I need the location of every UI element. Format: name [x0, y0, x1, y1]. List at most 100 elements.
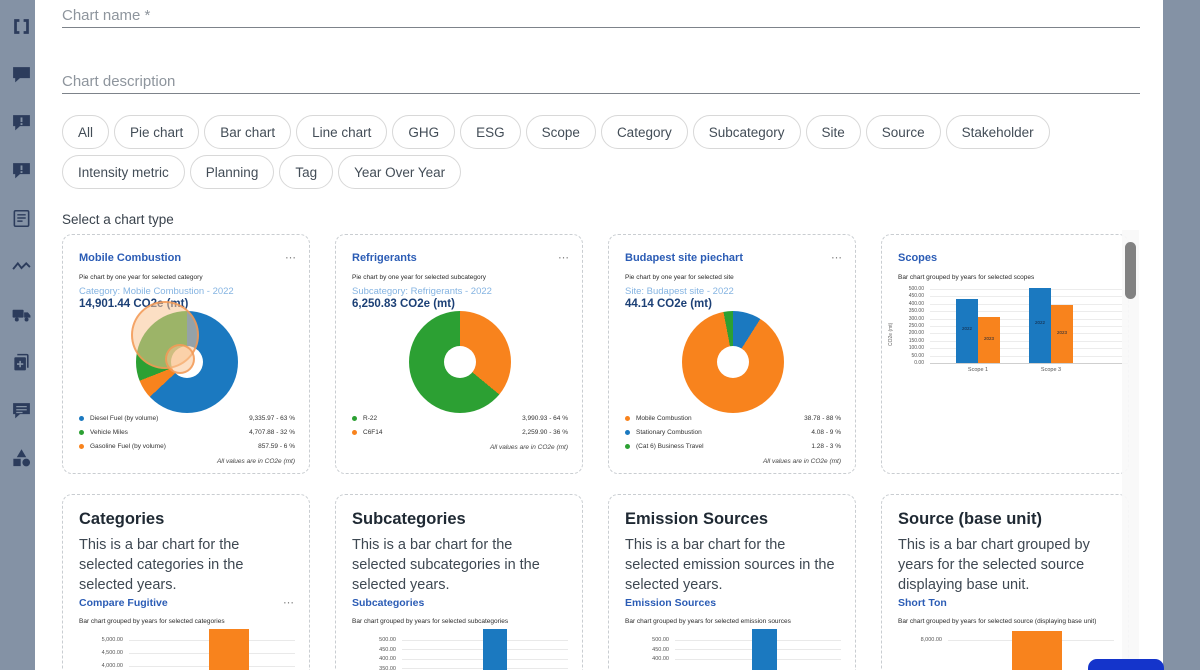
document-icon[interactable]: [11, 208, 32, 229]
filter-chip-esg[interactable]: ESG: [460, 115, 521, 149]
chat-lines-icon[interactable]: [11, 400, 32, 421]
preview-card-header: Scopes: [898, 252, 1116, 264]
bar-2022: 2022: [1029, 288, 1051, 363]
legend-label: Gasoline Fuel (by volume): [90, 442, 166, 450]
filter-chip-bar-chart[interactable]: Bar chart: [204, 115, 292, 149]
filter-chip-stakeholder[interactable]: Stakeholder: [945, 115, 1050, 149]
legend-dot: [79, 429, 84, 435]
more-options-icon[interactable]: ⋯: [558, 252, 570, 264]
chat-alert-icon[interactable]: [11, 112, 32, 133]
preview-chart-subtitle: Bar chart grouped by years for selected …: [898, 274, 1035, 281]
filter-chip-planning[interactable]: Planning: [189, 155, 275, 189]
chat-icon[interactable]: [11, 64, 32, 85]
grouped-bar-chart: CO2e (mt) 500.00 450.00 400.00 350.00 300.00 2…: [882, 286, 1128, 407]
chart-type-card[interactable]: Emission Sources This is a bar chart for …: [608, 494, 856, 670]
legend-dot: [352, 415, 357, 421]
filter-chip-subcategory[interactable]: Subcategory: [692, 115, 801, 149]
mini-gridline-row: 500.00: [625, 637, 841, 643]
chart-type-card[interactable]: Source (base unit) This is a bar chart gr…: [881, 494, 1129, 670]
type-card-title: Source (base unit): [898, 510, 1042, 528]
chart-legend: Diesel Fuel (by volume) 9,335.97 - 63 % Ve…: [79, 411, 295, 465]
filter-chip-category[interactable]: Category: [600, 115, 688, 149]
mini-chart-title: Subcategories: [352, 597, 425, 609]
y-tick-label: 500.00: [908, 286, 924, 292]
mini-chart-preview: Emission Sources Bar chart grouped by yea…: [625, 597, 841, 670]
legend-label: C6F14: [363, 428, 383, 436]
copy-plus-icon[interactable]: [11, 352, 32, 373]
mini-y-tick-label: 350.00: [379, 665, 396, 670]
mini-bar: [1012, 631, 1062, 670]
primary-action-button[interactable]: [1088, 659, 1164, 670]
filter-chip-pie-chart[interactable]: Pie chart: [114, 115, 200, 149]
mini-y-tick-label: 8,000.00: [920, 637, 942, 643]
preview-chart-total: 44.14 CO2e (mt): [625, 298, 712, 310]
mini-y-tick-label: 4,000.00: [101, 663, 123, 669]
filter-chip-tag[interactable]: Tag: [279, 155, 334, 189]
bar-2022: 2022: [956, 299, 978, 363]
filter-chip-ghg[interactable]: GHG: [392, 115, 456, 149]
preview-chart-title: Refrigerants: [352, 252, 417, 264]
preview-chart-context: Site: Budapest site - 2022: [625, 286, 734, 297]
type-card-description: This is a bar chart for the selected cat…: [79, 537, 244, 593]
preview-chart-subtitle: Pie chart by one year for selected site: [625, 274, 734, 281]
x-tick-label: Scope 3: [1040, 367, 1062, 373]
activity-icon[interactable]: [11, 256, 32, 277]
mini-gridline-row: 500.00: [352, 637, 568, 643]
filter-chip-year-over-year[interactable]: Year Over Year: [338, 155, 462, 189]
chart-preview-card[interactable]: Budapest site piechart ⋯ Pie chart by one …: [608, 234, 856, 474]
type-card-description: This is a bar chart for the selected sub…: [352, 537, 540, 593]
legend-footnote: All values are in CO2e (mt): [216, 458, 295, 465]
more-options-icon[interactable]: ⋯: [285, 252, 297, 264]
filter-chip-line-chart[interactable]: Line chart: [296, 115, 388, 149]
filter-chip-all[interactable]: All: [62, 115, 110, 149]
more-options-icon[interactable]: ⋯: [831, 252, 843, 264]
brackets-icon[interactable]: [11, 16, 32, 37]
chat-alert-icon[interactable]: [11, 160, 32, 181]
filter-chip-site[interactable]: Site: [805, 115, 861, 149]
scrollbar-track[interactable]: [1122, 230, 1139, 670]
more-options-icon[interactable]: ⋯: [283, 597, 295, 609]
filter-chip-scope[interactable]: Scope: [525, 115, 596, 149]
chart-preview-card[interactable]: Refrigerants ⋯ Pie chart by one year for s…: [335, 234, 583, 474]
y-tick-label: 150.00: [908, 337, 924, 344]
scrollbar-thumb[interactable]: [1125, 242, 1136, 299]
shapes-icon[interactable]: [11, 448, 32, 469]
y-tick-label: 100.00: [908, 345, 924, 352]
legend-label: (Cat 6) Business Travel: [636, 442, 704, 450]
legend-row: C6F14 2,259.90 - 36 %: [352, 425, 568, 439]
truck-icon[interactable]: [11, 304, 32, 325]
y-tick-label: 400.00: [908, 300, 924, 307]
legend-label: Vehicle Miles: [90, 428, 128, 436]
legend-row: Stationary Combustion 4.08 - 9 %: [625, 425, 841, 439]
mini-chart-header: Compare Fugitive ⋯: [79, 597, 295, 609]
chart-preview-card[interactable]: Mobile Combustion ⋯ Pie chart by one year …: [62, 234, 310, 474]
mini-y-tick-label: 400.00: [652, 656, 669, 662]
mini-gridline-row: 400.00: [352, 656, 568, 662]
legend-row: (Cat 6) Business Travel 1.28 - 3 %: [625, 439, 841, 453]
mini-gridline-row: 450.00: [352, 647, 568, 653]
filter-chip-source[interactable]: Source: [865, 115, 941, 149]
filter-chip-row: All Pie chart Bar chart Line chart GHG ESG Sco…: [62, 115, 1147, 189]
chart-type-card[interactable]: Subcategories This is a bar chart for the…: [335, 494, 583, 670]
x-tick-label: Scope 1: [967, 367, 989, 373]
y-tick-label: 450.00: [908, 293, 924, 300]
legend-value: 2,259.90 - 36 %: [522, 428, 568, 436]
chart-preview-card[interactable]: Scopes Bar chart grouped by years for sel…: [881, 234, 1129, 474]
legend-row: Vehicle Miles 4,707.88 - 32 %: [79, 425, 295, 439]
mini-gridline-row: 450.00: [625, 647, 841, 653]
mini-chart-subtitle: Bar chart grouped by years for selected …: [352, 618, 509, 625]
mini-bar: [483, 629, 507, 670]
mini-bar-chart: 5,000.00 4,500.00 4,000.00: [79, 629, 295, 670]
chart-description-input[interactable]: [62, 70, 1140, 94]
type-card-title: Emission Sources: [625, 510, 769, 528]
type-card-title: Categories: [79, 510, 165, 528]
type-card-description: This is a bar chart grouped by years for…: [898, 537, 1090, 593]
mini-bar: [752, 629, 777, 670]
chart-name-input[interactable]: [62, 4, 1140, 28]
preview-chart-context: Subcategory: Refrigerants - 2022: [352, 286, 492, 297]
mini-gridline-row: 4,000.00: [79, 663, 295, 669]
legend-row: Gasoline Fuel (by volume) 857.59 - 6 %: [79, 439, 295, 453]
chart-type-card[interactable]: Categories This is a bar chart for the se…: [62, 494, 310, 670]
legend-label: Mobile Combustion: [636, 414, 692, 422]
filter-chip-intensity-metric[interactable]: Intensity metric: [62, 155, 185, 189]
